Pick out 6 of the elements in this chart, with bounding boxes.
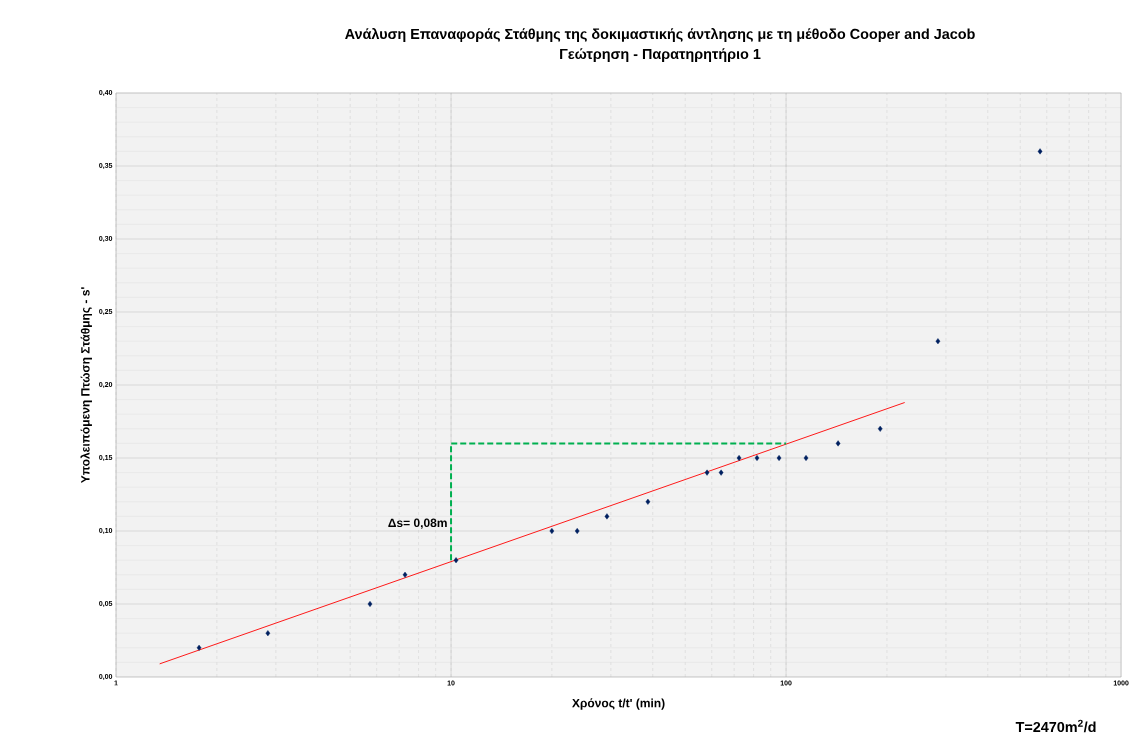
x-axis-title: Χρόνος t/t' (min) — [572, 698, 665, 710]
y-axis-title: Υπολειπόμενη Πτώση Στάθμης - s' — [80, 287, 92, 484]
text: T=2470m$^{2}$/d — [1015, 719, 1096, 733]
annotation: Δs= 0,08m — [388, 518, 447, 529]
chart-subtitle: Γεώτρηση - Παρατηρητήριο 1 — [560, 48, 761, 62]
chart-title: Ανάλυση Επαναφοράς Στάθμης της δοκιμαστικής άντλησης με τη μέθοδο Cooper and Jacob — [345, 28, 975, 42]
